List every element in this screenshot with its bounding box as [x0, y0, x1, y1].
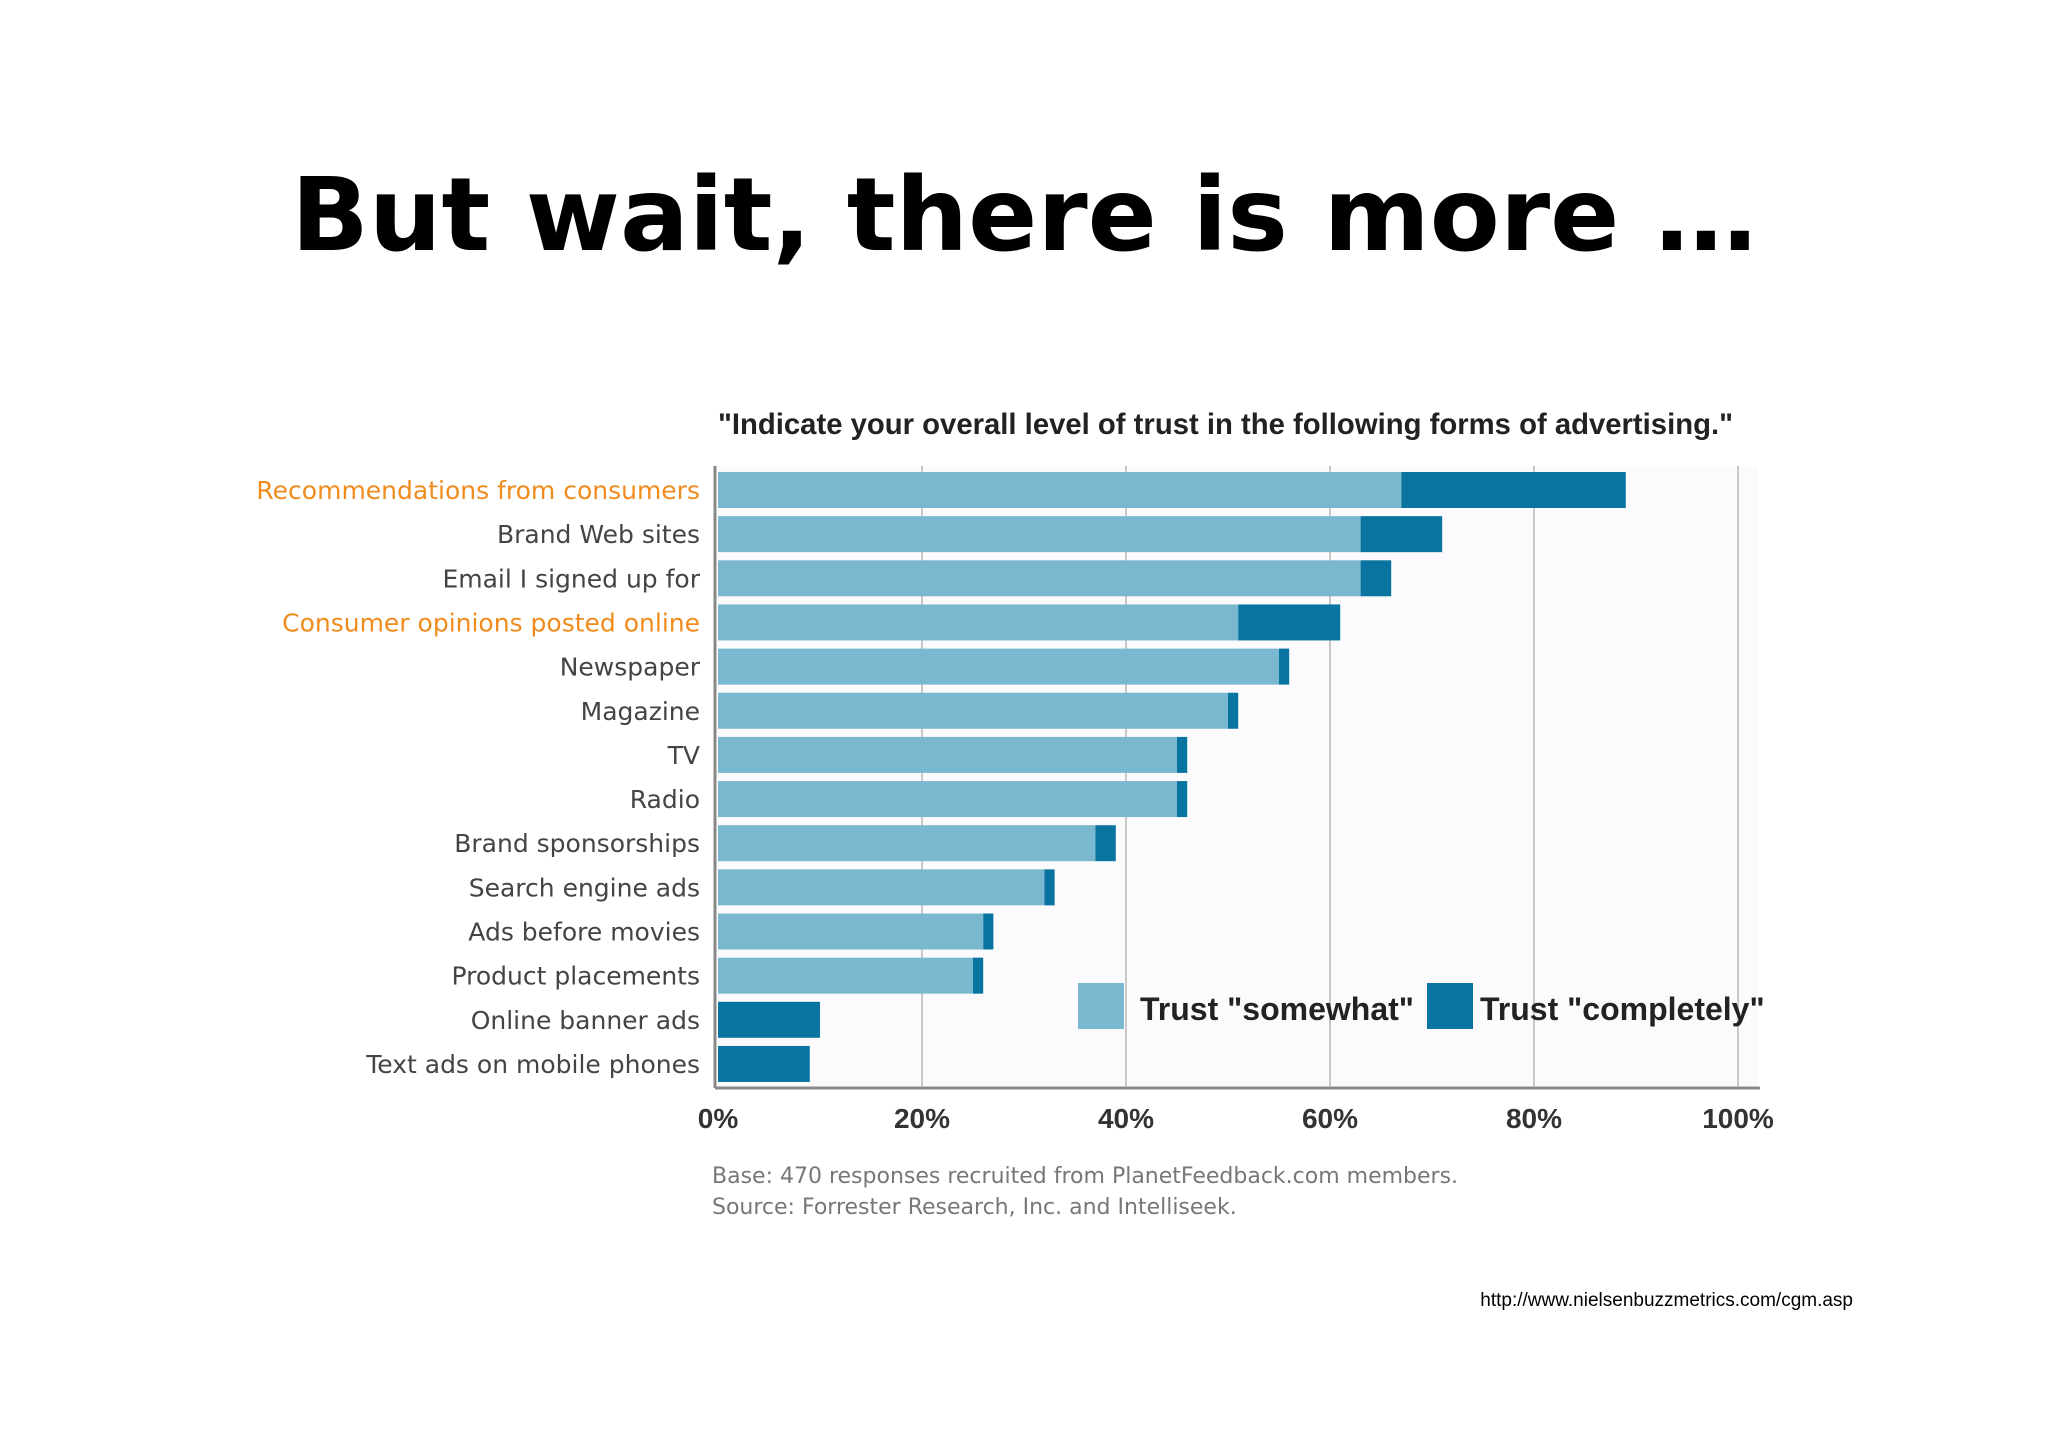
legend-swatch — [1078, 983, 1124, 1029]
bar-trust-somewhat — [718, 604, 1239, 641]
category-label: Search engine ads — [469, 873, 700, 902]
bar-trust-somewhat — [718, 913, 984, 950]
bar-trust-somewhat — [718, 869, 1045, 906]
category-label: Consumer opinions posted online — [282, 608, 700, 637]
bar-trust-completely — [1360, 516, 1443, 553]
category-label: Radio — [630, 785, 700, 814]
chart-source-note: Source: Forrester Research, Inc. and Int… — [712, 1195, 1237, 1220]
bar-trust-completely — [1279, 648, 1290, 685]
x-tick-label: 20% — [894, 1103, 950, 1134]
category-label: Magazine — [581, 697, 700, 726]
category-label: Ads before movies — [468, 918, 700, 947]
chart-notes: Base: 470 responses recruited from Plane… — [712, 1164, 1458, 1220]
chart-base-note: Base: 470 responses recruited from Plane… — [712, 1164, 1458, 1189]
category-labels: Recommendations from consumers Brand Web … — [256, 476, 700, 1079]
bar-trust-completely — [1177, 781, 1188, 818]
x-tick-label: 60% — [1302, 1103, 1358, 1134]
legend-label: Trust "completely" — [1480, 991, 1765, 1027]
legend-swatch — [1427, 983, 1473, 1029]
bar-trust-completely — [1401, 472, 1626, 508]
bar-trust-completely — [1238, 604, 1341, 641]
x-tick-label: 0% — [698, 1103, 739, 1134]
bar-trust-completely — [718, 1045, 810, 1082]
category-label: Text ads on mobile phones — [365, 1050, 700, 1079]
category-label: Recommendations from consumers — [256, 476, 700, 505]
category-label: Newspaper — [560, 653, 701, 682]
legend-trust-somewhat: Trust "somewhat" — [1078, 983, 1414, 1029]
chart-title: "Indicate your overall level of trust in… — [718, 408, 1733, 441]
bar-trust-completely — [973, 957, 984, 994]
x-tick-label: 80% — [1506, 1103, 1562, 1134]
legend-trust-completely: Trust "completely" — [1427, 983, 1765, 1029]
bar-trust-somewhat — [718, 692, 1228, 729]
category-label: Brand sponsorships — [454, 829, 700, 858]
bar-trust-completely — [1228, 692, 1239, 729]
bar-trust-completely — [1095, 825, 1116, 862]
bar-trust-completely — [718, 1001, 820, 1038]
bar-trust-somewhat — [718, 957, 973, 994]
x-axis: 0% 20% 40% 60% 80% 100% — [698, 466, 1774, 1134]
legend-label: Trust "somewhat" — [1140, 991, 1414, 1027]
bar-trust-somewhat — [718, 516, 1361, 553]
bar-trust-somewhat — [718, 825, 1096, 862]
bar-trust-somewhat — [718, 736, 1177, 773]
x-tick-label: 40% — [1098, 1103, 1154, 1134]
category-label: TV — [667, 741, 700, 770]
category-label: Email I signed up for — [442, 564, 700, 593]
source-url: http://www.nielsenbuzzmetrics.com/cgm.as… — [1480, 1290, 1853, 1311]
category-label: Brand Web sites — [497, 520, 700, 549]
bar-trust-completely — [1044, 869, 1055, 906]
legend: Trust "somewhat" Trust "completely" — [1078, 983, 1765, 1029]
bar-trust-somewhat — [718, 472, 1402, 508]
bar-trust-somewhat — [718, 781, 1177, 818]
bar-trust-completely — [1177, 736, 1188, 773]
slide-title: But wait, there is more … — [291, 156, 1757, 275]
bar-trust-somewhat — [718, 648, 1279, 685]
bar-trust-completely — [983, 913, 994, 950]
category-label: Product placements — [451, 962, 700, 991]
x-tick-label: 100% — [1702, 1103, 1774, 1134]
bars — [718, 472, 1626, 1082]
bar-trust-completely — [1360, 560, 1392, 597]
category-label: Online banner ads — [471, 1006, 700, 1035]
bar-trust-somewhat — [718, 560, 1361, 597]
